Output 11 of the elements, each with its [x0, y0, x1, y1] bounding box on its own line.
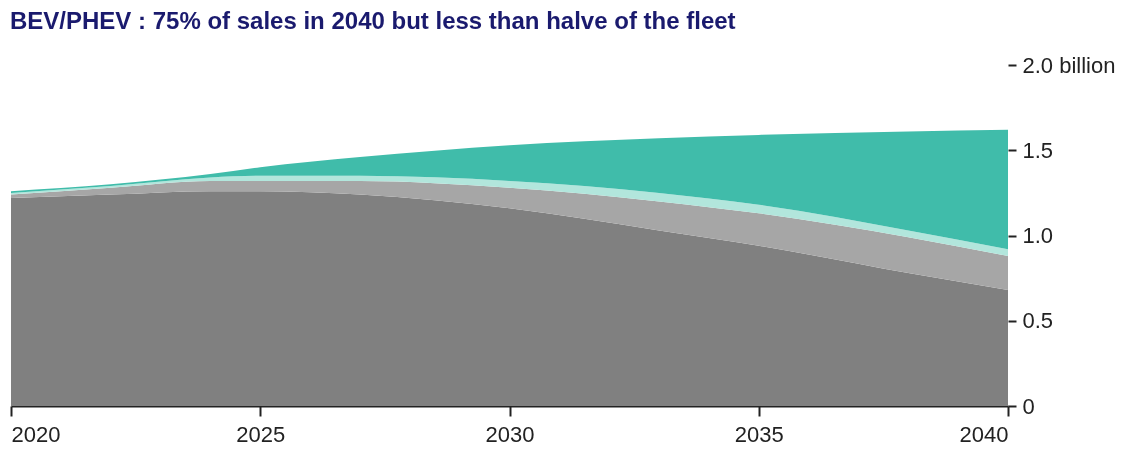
x-tick-label: 2040: [959, 421, 1009, 447]
y-tick-label: 1.5: [1022, 137, 1054, 163]
y-tick-label: 0: [1022, 393, 1035, 419]
x-tick-label: 2025: [236, 421, 286, 447]
x-tick-label: 2020: [11, 421, 61, 447]
chart-title: BEV/PHEV : 75% of sales in 2040 but less than halve of the fleet: [10, 7, 736, 34]
x-tick-label: 2030: [485, 421, 535, 447]
y-tick-label: 1.0: [1022, 223, 1054, 248]
y-tick-label: 2.0 billion: [1022, 52, 1116, 78]
x-tick-label: 2035: [734, 421, 784, 447]
y-tick-label: 0.5: [1022, 308, 1054, 334]
